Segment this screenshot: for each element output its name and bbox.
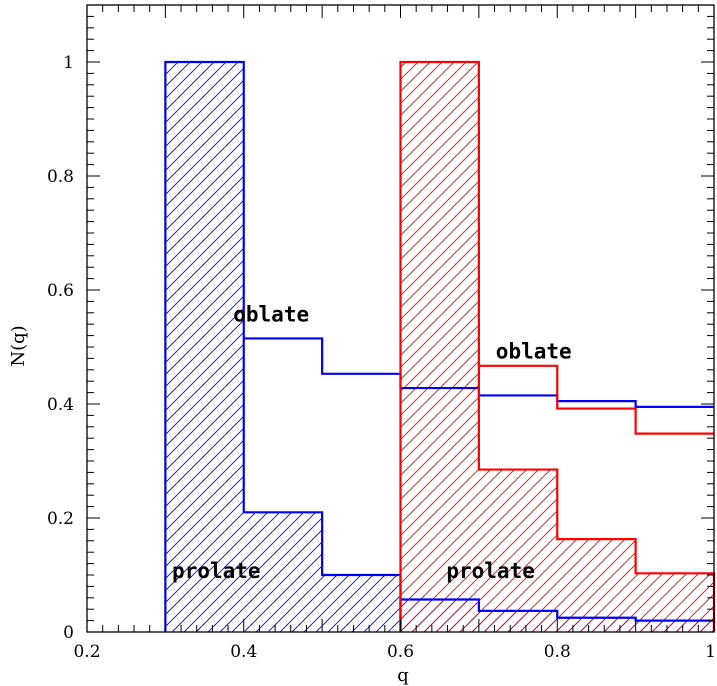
histogram-outlines [164, 60, 716, 632]
series-outline-4 [478, 364, 714, 435]
y-tick-label: 0.8 [47, 167, 74, 187]
hatch-bar-s0-b1 [243, 512, 323, 632]
hatch-bar-s3-b0 [400, 62, 479, 632]
oblate-annotation-red: oblate [496, 339, 572, 363]
y-tick-label: 0.4 [47, 395, 74, 415]
y-axis-label: N(q) [8, 325, 29, 366]
y-tick-label: 1 [63, 53, 74, 73]
series-outline-0 [164, 60, 402, 632]
x-tick-label: 0.4 [230, 642, 257, 662]
hatch-bar-s0-b2 [322, 575, 401, 632]
hatched-bars [165, 62, 714, 632]
series-outline-2 [399, 598, 716, 632]
hatch-bar-s3-b2 [557, 539, 636, 632]
tick-labels: 0.2 0.4 0.6 0.8 100.20.40.60.81 [47, 53, 716, 662]
series-outline-3 [399, 60, 716, 632]
y-tick-label: 0 [63, 623, 74, 643]
x-tick-label: 1 [705, 642, 716, 662]
x-tick-label: 0.2 [73, 642, 100, 662]
hatch-bar-s3-b1 [478, 469, 558, 632]
tick-marks [86, 4, 715, 633]
y-tick-label: 0.2 [47, 509, 74, 529]
x-tick-label: 0.6 [387, 642, 414, 662]
prolate-annotation-red: prolate [446, 559, 535, 583]
oblate-annotation-blue: oblate [233, 302, 309, 326]
y-tick-label: 0.6 [47, 281, 74, 301]
hatch-bar-s3-b3 [635, 573, 714, 632]
prolate-annotation-blue: prolate [172, 559, 261, 583]
hatch-bar-s0-b0 [165, 62, 244, 632]
x-tick-label: 0.8 [544, 642, 571, 662]
x-axis-label: q [397, 665, 409, 686]
